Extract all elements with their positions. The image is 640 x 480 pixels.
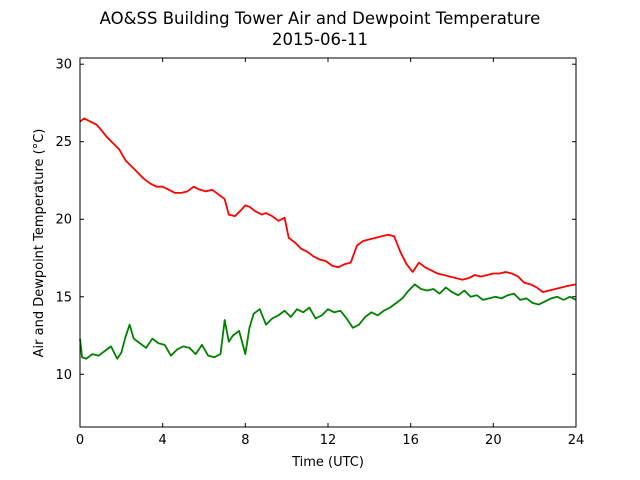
x-axis-label: Time (UTC)	[291, 455, 364, 470]
x-tick-label: 20	[485, 433, 502, 448]
x-tick-label: 24	[568, 433, 585, 448]
series-line-0	[79, 117, 577, 294]
x-axis: 0 4 8 12 16 20 24	[76, 58, 584, 448]
y-tick-label: 25	[55, 135, 72, 150]
x-tick-label: 12	[320, 433, 337, 448]
y-tick-label: 30	[55, 58, 72, 73]
chart-subtitle: 2015-06-11	[272, 30, 368, 49]
y-tick-label: 20	[55, 213, 72, 228]
x-tick-label: 4	[159, 433, 167, 448]
x-tick-label: 8	[241, 433, 249, 448]
series-line-1	[79, 283, 577, 360]
x-tick-label: 16	[402, 433, 419, 448]
chart-title: AO&SS Building Tower Air and Dewpoint Te…	[100, 9, 541, 28]
y-tick-label: 15	[55, 290, 72, 305]
x-tick-label: 0	[76, 433, 84, 448]
y-axis: 10 15 20 25 30	[55, 58, 576, 383]
y-tick-label: 10	[55, 368, 72, 383]
y-axis-label: Air and Dewpoint Temperature (°C)	[32, 129, 47, 358]
plot-series	[79, 117, 577, 360]
